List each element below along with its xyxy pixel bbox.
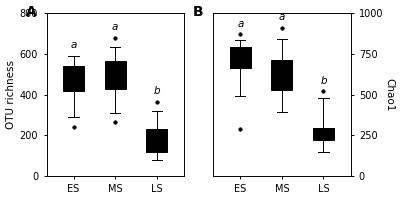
- PathPatch shape: [313, 128, 334, 140]
- Text: b: b: [320, 76, 327, 86]
- Y-axis label: OTU richness: OTU richness: [6, 60, 16, 129]
- PathPatch shape: [63, 66, 84, 91]
- PathPatch shape: [146, 129, 167, 152]
- Text: b: b: [154, 86, 160, 96]
- Text: a: a: [237, 19, 244, 29]
- Y-axis label: Chao1: Chao1: [384, 78, 394, 111]
- Text: a: a: [112, 22, 118, 32]
- PathPatch shape: [230, 47, 251, 68]
- Text: B: B: [193, 5, 203, 19]
- Text: A: A: [26, 5, 37, 19]
- PathPatch shape: [272, 60, 292, 90]
- Text: a: a: [70, 40, 77, 50]
- Text: a: a: [279, 12, 285, 22]
- PathPatch shape: [105, 61, 126, 89]
